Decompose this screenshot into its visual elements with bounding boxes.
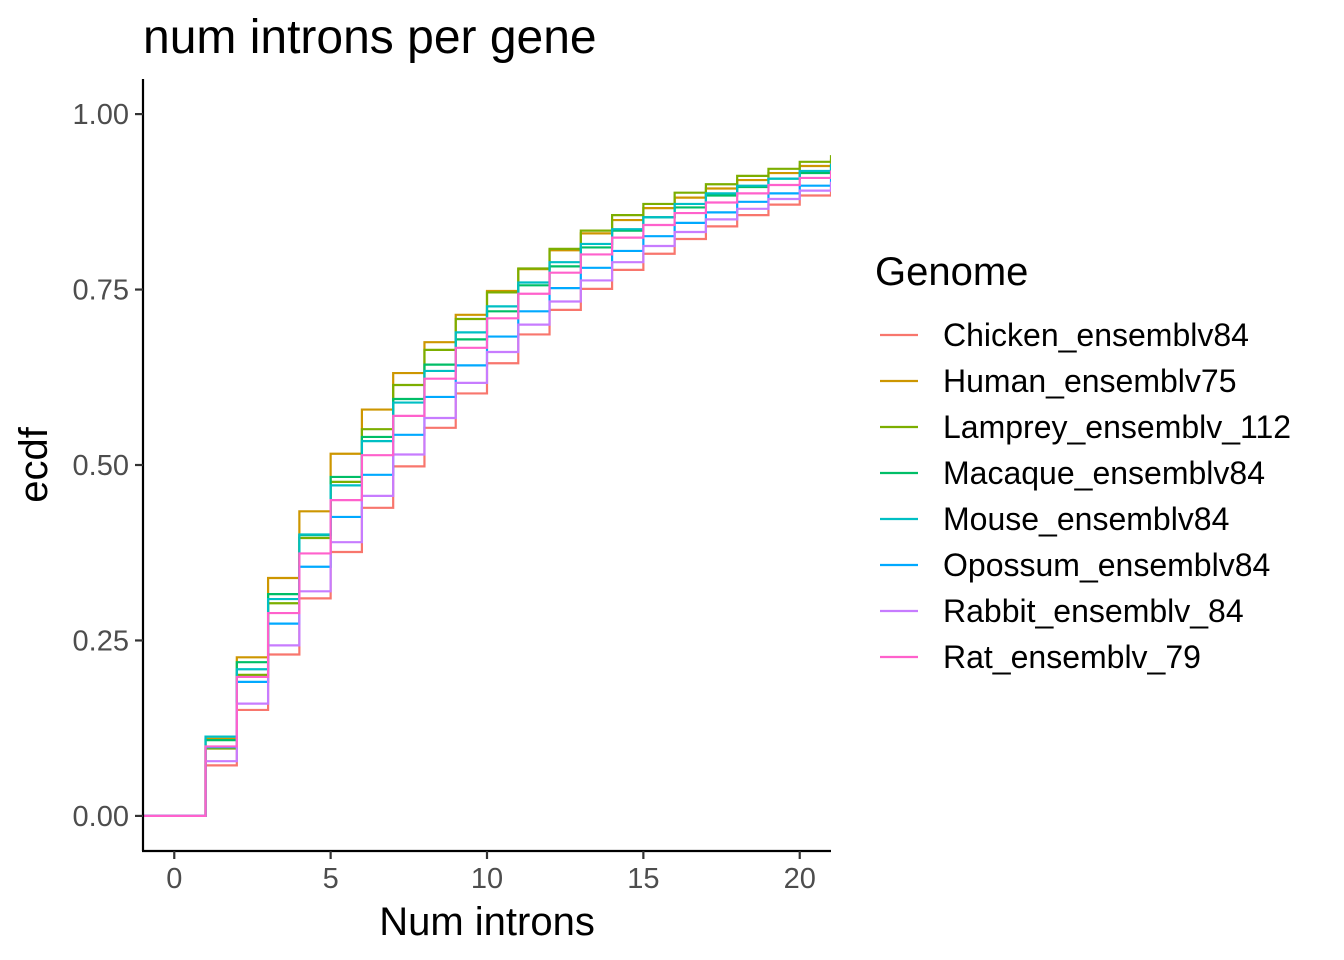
legend-title: Genome: [875, 250, 1028, 294]
legend: Genome Chicken_ensemblv84 Human_ensemblv7…: [875, 250, 1291, 675]
series-line-rat-ensemblv-79: [143, 170, 831, 818]
legend-label: Rabbit_ensemblv_84: [943, 593, 1244, 629]
x-axis-title: Num introns: [379, 900, 595, 944]
legend-label: Chicken_ensemblv84: [943, 317, 1249, 353]
x-axis-ticks: 0 5 10 15 20: [166, 851, 816, 895]
series-line-opossum-ensemblv84: [143, 177, 831, 818]
x-tick-label: 10: [471, 863, 503, 895]
y-tick-label: 0.50: [73, 450, 129, 482]
legend-label: Mouse_ensemblv84: [943, 501, 1229, 537]
series-line-chicken-ensemblv84: [143, 185, 831, 818]
legend-item: Rat_ensemblv_79: [880, 639, 1201, 675]
legend-item: Macaque_ensemblv84: [880, 455, 1265, 491]
series-layer: [143, 155, 831, 818]
chart-title: num introns per gene: [143, 11, 597, 64]
legend-item: Human_ensemblv75: [880, 363, 1237, 399]
series-line-macaque-ensemblv84: [143, 164, 831, 818]
y-tick-label: 1.00: [73, 99, 129, 131]
legend-label: Rat_ensemblv_79: [943, 639, 1201, 675]
x-tick-label: 15: [627, 863, 659, 895]
y-axis-ticks: 0.00 0.25 0.50 0.75 1.00: [73, 99, 143, 833]
legend-item: Chicken_ensemblv84: [880, 317, 1249, 353]
plot-panel: 0.00 0.25 0.50 0.75 1.00 0 5 10 15 20: [73, 79, 831, 895]
legend-item: Opossum_ensemblv84: [880, 547, 1270, 583]
legend-label: Human_ensemblv75: [943, 363, 1237, 399]
x-tick-label: 5: [323, 863, 339, 895]
legend-item: Rabbit_ensemblv_84: [880, 593, 1244, 629]
legend-label: Lamprey_ensemblv_112: [943, 409, 1291, 445]
legend-items: Chicken_ensemblv84 Human_ensemblv75 Lampre…: [880, 317, 1291, 675]
legend-item: Lamprey_ensemblv_112: [880, 409, 1291, 445]
legend-item: Mouse_ensemblv84: [880, 501, 1229, 537]
y-tick-label: 0.75: [73, 275, 129, 307]
y-tick-label: 0.00: [73, 801, 129, 833]
series-line-lamprey-ensemblv-112: [143, 155, 831, 818]
series-line-mouse-ensemblv84: [143, 163, 831, 818]
y-tick-label: 0.25: [73, 625, 129, 657]
x-tick-label: 0: [166, 863, 182, 895]
x-tick-label: 20: [784, 863, 816, 895]
legend-label: Macaque_ensemblv84: [943, 455, 1265, 491]
y-axis-title: ecdf: [12, 426, 56, 502]
legend-label: Opossum_ensemblv84: [943, 547, 1270, 583]
series-line-rabbit-ensemblv-84: [143, 181, 831, 818]
series-line-human-ensemblv75: [143, 159, 831, 818]
